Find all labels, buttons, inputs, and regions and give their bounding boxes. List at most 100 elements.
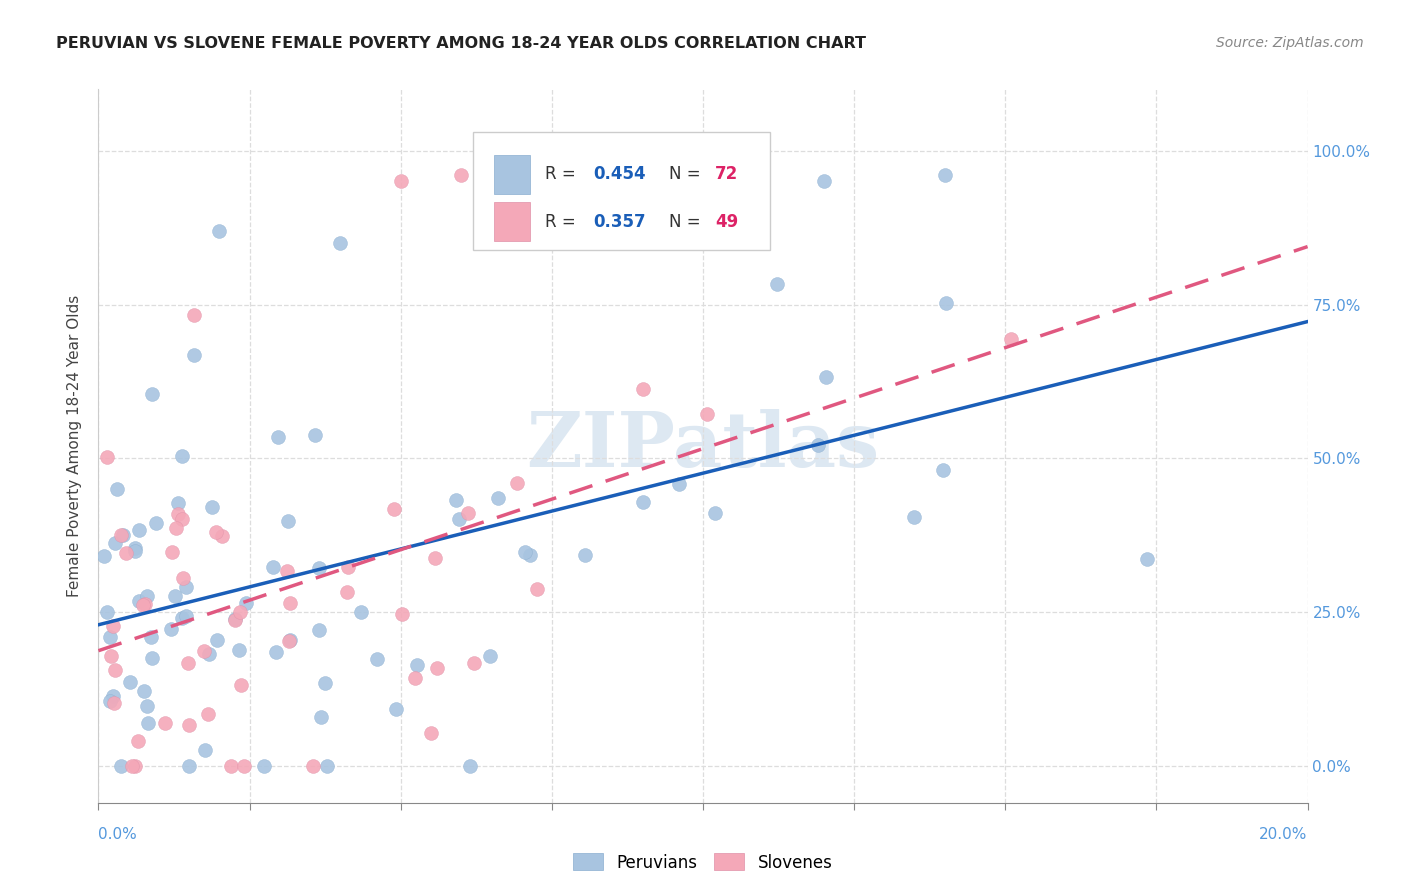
Point [278,633,301,648]
Point [228,643,250,657]
Point [262,560,284,574]
Point [815,370,838,384]
Point [177,656,200,670]
Point [132,599,155,613]
Point [134,597,156,611]
Point [1000,332,1022,346]
Point [197,706,219,721]
Point [813,174,835,188]
Point [98,694,121,708]
Point [193,644,215,658]
Point [519,548,541,562]
Point [309,710,332,724]
Point [167,507,190,521]
Point [515,545,537,559]
Point [141,631,163,645]
FancyBboxPatch shape [474,132,769,250]
Point [96,450,118,464]
Point [219,759,242,773]
Point [903,510,925,524]
Point [101,619,124,633]
Point [132,684,155,698]
Point [141,651,163,665]
Text: 0.454: 0.454 [593,165,645,183]
Point [141,387,163,401]
Legend: Peruvians, Slovenes: Peruvians, Slovenes [568,848,838,877]
Point [105,482,128,496]
Point [177,718,200,732]
Point [308,560,330,574]
Point [118,675,141,690]
Point [201,500,224,515]
Point [391,607,413,621]
Text: 49: 49 [716,213,738,231]
Point [96,605,118,619]
Point [457,507,479,521]
Point [136,589,159,603]
Point [302,759,325,773]
Point [304,427,326,442]
Point [174,608,197,623]
Text: R =: R = [544,213,581,231]
Point [704,506,727,520]
Point [426,661,449,675]
FancyBboxPatch shape [494,154,530,194]
Point [574,548,596,562]
Point [506,475,529,490]
Point [314,676,336,690]
Text: Source: ZipAtlas.com: Source: ZipAtlas.com [1216,36,1364,50]
Text: ZIPatlas: ZIPatlas [526,409,880,483]
Point [145,516,167,531]
Text: PERUVIAN VS SLOVENE FEMALE POVERTY AMONG 18-24 YEAR OLDS CORRELATION CHART: PERUVIAN VS SLOVENE FEMALE POVERTY AMONG… [56,36,866,51]
Point [100,648,122,663]
Point [194,743,217,757]
Point [165,521,187,535]
Point [385,702,408,716]
Point [128,594,150,608]
Point [389,174,412,188]
Point [177,759,200,773]
Point [526,582,548,596]
Point [382,502,405,516]
Point [935,296,957,310]
Point [124,759,146,773]
Point [197,647,219,661]
Point [337,559,360,574]
FancyBboxPatch shape [494,202,530,242]
Point [460,759,482,773]
Point [115,546,138,560]
Point [934,169,956,183]
Point [449,512,471,526]
Point [479,649,502,664]
Point [463,656,485,670]
Point [267,429,290,443]
Point [174,580,197,594]
Point [160,623,183,637]
Point [631,495,654,509]
Point [183,348,205,362]
Point [765,277,787,291]
Point [101,689,124,703]
Point [167,496,190,510]
Y-axis label: Female Poverty Among 18-24 Year Olds: Female Poverty Among 18-24 Year Olds [67,295,83,597]
Point [405,658,427,673]
Text: 20.0%: 20.0% [1260,828,1308,842]
Point [229,678,252,692]
Point [208,224,231,238]
Point [205,524,228,539]
Point [419,725,441,739]
Point [308,623,330,637]
Point [366,652,388,666]
Point [170,611,193,625]
Point [136,699,159,714]
Point [233,759,256,773]
Point [668,477,690,491]
Point [329,235,352,250]
Point [277,514,299,528]
Point [110,528,132,542]
Point [316,759,339,773]
Point [98,631,121,645]
Point [136,716,159,731]
Point [211,529,233,543]
Point [183,308,205,322]
